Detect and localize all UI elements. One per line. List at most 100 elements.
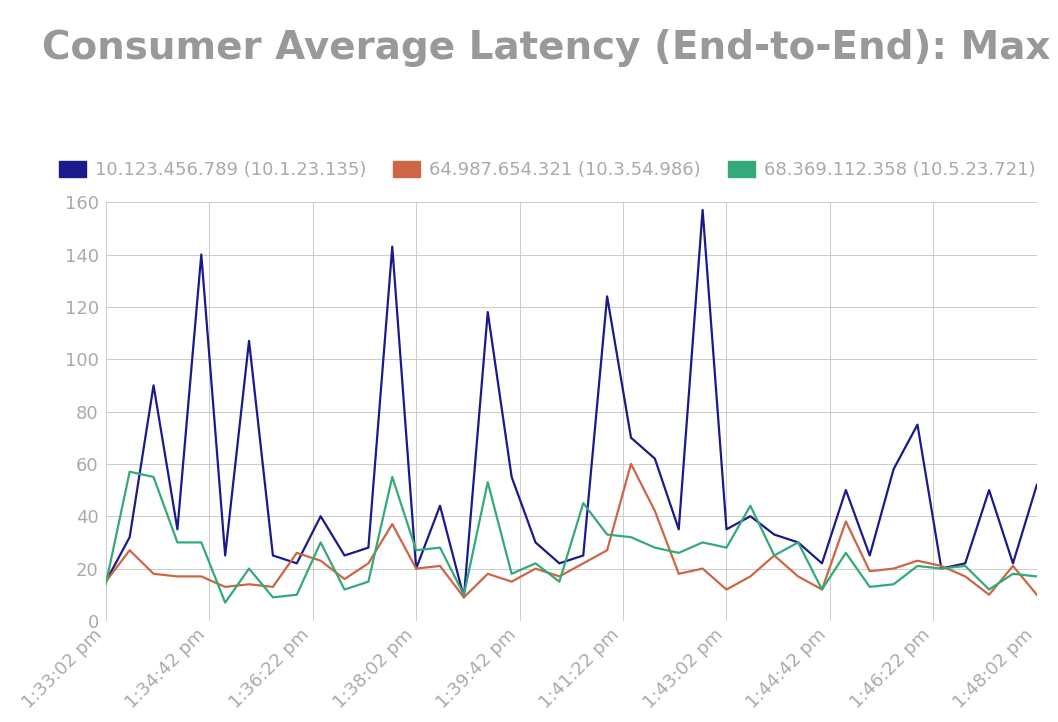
10.123.456.789 (10.1.23.135)	[314, 512, 327, 521]
68.369.112.358 (10.5.23.721)	[791, 538, 804, 547]
68.369.112.358 (10.5.23.721)	[624, 533, 637, 542]
64.987.654.321 (10.3.54.986)	[362, 559, 375, 567]
10.123.456.789 (10.1.23.135)	[1006, 559, 1019, 567]
68.369.112.358 (10.5.23.721)	[314, 538, 327, 547]
64.987.654.321 (10.3.54.986)	[577, 559, 589, 567]
68.369.112.358 (10.5.23.721)	[649, 543, 661, 552]
10.123.456.789 (10.1.23.135)	[242, 336, 255, 345]
64.987.654.321 (10.3.54.986)	[147, 570, 160, 578]
68.369.112.358 (10.5.23.721)	[362, 578, 375, 586]
64.987.654.321 (10.3.54.986)	[744, 572, 756, 580]
64.987.654.321 (10.3.54.986)	[457, 593, 470, 601]
10.123.456.789 (10.1.23.135)	[911, 420, 924, 429]
10.123.456.789 (10.1.23.135)	[744, 512, 756, 521]
10.123.456.789 (10.1.23.135)	[649, 454, 661, 463]
68.369.112.358 (10.5.23.721)	[744, 501, 756, 510]
64.987.654.321 (10.3.54.986)	[935, 562, 948, 570]
10.123.456.789 (10.1.23.135)	[983, 486, 996, 495]
64.987.654.321 (10.3.54.986)	[768, 551, 781, 560]
64.987.654.321 (10.3.54.986)	[409, 565, 422, 573]
68.369.112.358 (10.5.23.721)	[195, 538, 207, 547]
68.369.112.358 (10.5.23.721)	[839, 549, 852, 557]
10.123.456.789 (10.1.23.135)	[673, 525, 686, 534]
10.123.456.789 (10.1.23.135)	[339, 551, 351, 560]
64.987.654.321 (10.3.54.986)	[99, 578, 112, 586]
68.369.112.358 (10.5.23.721)	[768, 551, 781, 560]
10.123.456.789 (10.1.23.135)	[529, 538, 542, 547]
10.123.456.789 (10.1.23.135)	[816, 559, 828, 567]
10.123.456.789 (10.1.23.135)	[124, 533, 136, 542]
68.369.112.358 (10.5.23.721)	[457, 591, 470, 599]
64.987.654.321 (10.3.54.986)	[267, 583, 279, 591]
10.123.456.789 (10.1.23.135)	[506, 473, 518, 482]
64.987.654.321 (10.3.54.986)	[481, 570, 494, 578]
64.987.654.321 (10.3.54.986)	[195, 572, 207, 580]
64.987.654.321 (10.3.54.986)	[863, 567, 876, 575]
10.123.456.789 (10.1.23.135)	[768, 530, 781, 539]
68.369.112.358 (10.5.23.721)	[863, 583, 876, 591]
10.123.456.789 (10.1.23.135)	[291, 559, 304, 567]
68.369.112.358 (10.5.23.721)	[553, 578, 566, 586]
10.123.456.789 (10.1.23.135)	[481, 308, 494, 316]
68.369.112.358 (10.5.23.721)	[959, 562, 971, 570]
68.369.112.358 (10.5.23.721)	[339, 585, 351, 593]
64.987.654.321 (10.3.54.986)	[386, 520, 399, 529]
68.369.112.358 (10.5.23.721)	[386, 473, 399, 482]
10.123.456.789 (10.1.23.135)	[99, 578, 112, 586]
64.987.654.321 (10.3.54.986)	[529, 565, 542, 573]
68.369.112.358 (10.5.23.721)	[935, 565, 948, 573]
10.123.456.789 (10.1.23.135)	[409, 565, 422, 573]
64.987.654.321 (10.3.54.986)	[959, 572, 971, 580]
10.123.456.789 (10.1.23.135)	[791, 538, 804, 547]
68.369.112.358 (10.5.23.721)	[601, 530, 614, 539]
64.987.654.321 (10.3.54.986)	[1006, 562, 1019, 570]
10.123.456.789 (10.1.23.135)	[434, 501, 446, 510]
68.369.112.358 (10.5.23.721)	[696, 538, 709, 547]
64.987.654.321 (10.3.54.986)	[624, 459, 637, 468]
68.369.112.358 (10.5.23.721)	[506, 570, 518, 578]
64.987.654.321 (10.3.54.986)	[124, 546, 136, 554]
64.987.654.321 (10.3.54.986)	[696, 565, 709, 573]
10.123.456.789 (10.1.23.135)	[624, 433, 637, 442]
Line: 64.987.654.321 (10.3.54.986): 64.987.654.321 (10.3.54.986)	[106, 464, 1037, 597]
68.369.112.358 (10.5.23.721)	[673, 549, 686, 557]
Text: Consumer Average Latency (End-to-End): Max: Consumer Average Latency (End-to-End): M…	[42, 29, 1051, 67]
64.987.654.321 (10.3.54.986)	[649, 507, 661, 516]
64.987.654.321 (10.3.54.986)	[839, 517, 852, 526]
10.123.456.789 (10.1.23.135)	[457, 593, 470, 601]
68.369.112.358 (10.5.23.721)	[267, 593, 279, 601]
68.369.112.358 (10.5.23.721)	[1006, 570, 1019, 578]
10.123.456.789 (10.1.23.135)	[1030, 481, 1043, 490]
68.369.112.358 (10.5.23.721)	[99, 580, 112, 588]
64.987.654.321 (10.3.54.986)	[219, 583, 232, 591]
10.123.456.789 (10.1.23.135)	[362, 543, 375, 552]
68.369.112.358 (10.5.23.721)	[577, 499, 589, 508]
64.987.654.321 (10.3.54.986)	[291, 549, 304, 557]
64.987.654.321 (10.3.54.986)	[314, 557, 327, 565]
10.123.456.789 (10.1.23.135)	[267, 551, 279, 560]
10.123.456.789 (10.1.23.135)	[601, 292, 614, 300]
64.987.654.321 (10.3.54.986)	[1030, 591, 1043, 599]
10.123.456.789 (10.1.23.135)	[577, 551, 589, 560]
64.987.654.321 (10.3.54.986)	[506, 578, 518, 586]
64.987.654.321 (10.3.54.986)	[911, 557, 924, 565]
10.123.456.789 (10.1.23.135)	[553, 559, 566, 567]
68.369.112.358 (10.5.23.721)	[124, 467, 136, 476]
64.987.654.321 (10.3.54.986)	[339, 575, 351, 583]
64.987.654.321 (10.3.54.986)	[720, 585, 733, 593]
68.369.112.358 (10.5.23.721)	[481, 478, 494, 487]
10.123.456.789 (10.1.23.135)	[839, 486, 852, 495]
68.369.112.358 (10.5.23.721)	[434, 543, 446, 552]
68.369.112.358 (10.5.23.721)	[911, 562, 924, 570]
10.123.456.789 (10.1.23.135)	[720, 525, 733, 534]
64.987.654.321 (10.3.54.986)	[171, 572, 184, 580]
64.987.654.321 (10.3.54.986)	[242, 580, 255, 588]
64.987.654.321 (10.3.54.986)	[888, 565, 900, 573]
Line: 68.369.112.358 (10.5.23.721): 68.369.112.358 (10.5.23.721)	[106, 471, 1037, 603]
68.369.112.358 (10.5.23.721)	[291, 591, 304, 599]
68.369.112.358 (10.5.23.721)	[147, 473, 160, 482]
64.987.654.321 (10.3.54.986)	[601, 546, 614, 554]
68.369.112.358 (10.5.23.721)	[983, 585, 996, 593]
10.123.456.789 (10.1.23.135)	[959, 559, 971, 567]
10.123.456.789 (10.1.23.135)	[147, 381, 160, 390]
